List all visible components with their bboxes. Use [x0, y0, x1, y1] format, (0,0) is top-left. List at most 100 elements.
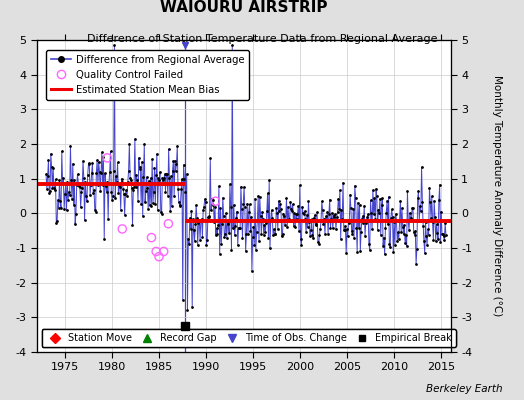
Point: [135, 155, 143, 161]
Point: [70, 177, 79, 183]
Point: [154, 175, 162, 182]
Point: [189, 216, 197, 222]
Point: [238, 235, 247, 242]
Point: [345, 217, 354, 224]
Point: [82, 193, 90, 200]
Point: [124, 179, 132, 185]
Point: [279, 210, 288, 217]
Point: [268, 215, 277, 221]
Point: [84, 161, 93, 167]
Point: [119, 185, 127, 192]
Point: [140, 141, 148, 147]
Point: [105, 180, 113, 186]
Point: [296, 182, 304, 188]
Point: [146, 175, 155, 181]
Point: [110, 42, 118, 48]
Point: [407, 214, 415, 221]
Point: [187, 208, 195, 214]
Point: [311, 212, 319, 218]
Text: Berkeley Earth: Berkeley Earth: [427, 384, 503, 394]
Point: [337, 206, 346, 213]
Point: [64, 189, 73, 195]
Point: [442, 232, 450, 238]
Point: [315, 232, 324, 238]
Point: [365, 241, 373, 248]
Point: [96, 188, 104, 194]
Point: [414, 188, 423, 194]
Point: [179, 162, 188, 168]
Title: WAIOURU AIRSTRIP: WAIOURU AIRSTRIP: [160, 0, 328, 15]
Point: [344, 219, 353, 226]
Point: [74, 180, 82, 186]
Point: [91, 206, 99, 213]
Point: [308, 216, 316, 222]
Point: [118, 179, 126, 185]
Point: [388, 206, 396, 212]
Point: [97, 149, 106, 156]
Point: [118, 226, 126, 232]
Point: [177, 186, 185, 192]
Point: [317, 218, 325, 224]
Point: [384, 221, 392, 228]
Point: [385, 194, 393, 200]
Point: [143, 174, 151, 180]
Point: [149, 200, 157, 206]
Point: [378, 195, 387, 201]
Point: [289, 201, 297, 208]
Point: [270, 226, 278, 233]
Point: [249, 223, 258, 230]
Point: [152, 172, 160, 178]
Point: [224, 221, 233, 227]
Point: [308, 232, 316, 238]
Point: [272, 205, 280, 211]
Point: [216, 205, 225, 212]
Point: [204, 214, 213, 221]
Point: [43, 173, 52, 179]
Point: [233, 208, 241, 215]
Point: [248, 268, 256, 274]
Point: [218, 221, 226, 227]
Point: [116, 206, 125, 213]
Point: [47, 150, 55, 157]
Point: [322, 218, 331, 224]
Point: [263, 208, 271, 214]
Point: [102, 183, 110, 190]
Point: [432, 221, 441, 227]
Point: [193, 242, 202, 248]
Point: [42, 171, 50, 178]
Point: [108, 196, 116, 203]
Point: [374, 206, 383, 213]
Point: [413, 195, 422, 202]
Point: [267, 207, 276, 213]
Point: [150, 164, 159, 171]
Point: [212, 232, 220, 238]
Point: [86, 181, 95, 188]
Point: [95, 169, 104, 176]
Point: [421, 219, 430, 225]
Point: [341, 226, 349, 233]
Point: [286, 198, 294, 205]
Point: [352, 225, 361, 231]
Point: [361, 232, 369, 239]
Point: [380, 251, 389, 258]
Point: [419, 222, 428, 229]
Point: [141, 188, 150, 195]
Point: [256, 193, 264, 200]
Point: [254, 192, 263, 199]
Point: [421, 250, 429, 256]
Point: [324, 231, 332, 237]
Point: [306, 233, 314, 240]
Point: [352, 195, 360, 202]
Point: [144, 206, 152, 212]
Point: [441, 220, 450, 226]
Point: [75, 183, 83, 189]
Point: [312, 220, 321, 227]
Point: [364, 211, 373, 218]
Point: [167, 173, 175, 180]
Point: [259, 232, 268, 238]
Point: [187, 226, 195, 232]
Point: [163, 171, 171, 178]
Point: [311, 222, 320, 228]
Point: [107, 188, 115, 195]
Point: [428, 193, 436, 200]
